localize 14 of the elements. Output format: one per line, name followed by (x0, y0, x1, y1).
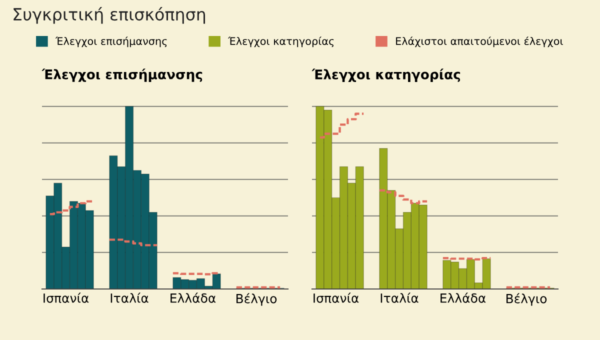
chart-title: Έλεγχοι επισήμανσης (42, 68, 202, 82)
legend-label: Έλεγχοι επισήμανσης (55, 36, 167, 48)
x-tick-label: Βέλγιο (506, 293, 547, 306)
x-tick-label: Ισπανία (44, 292, 89, 303)
x-tick-label: Ιταλία (110, 292, 148, 303)
x-tick-label: Ελλάδα (440, 292, 486, 303)
legend-label: Έλεγχοι κατηγορίας (228, 36, 334, 48)
x-tick-label: Ισπανία (314, 292, 359, 303)
text: Συγκριτική επισκόπηση (14, 7, 206, 24)
chart-title: Έλεγχοι κατηγορίας (312, 68, 460, 82)
legend-label: Ελάχιστοι απαιτούμενοι έλεγχοι (396, 36, 563, 48)
x-tick-label: Ελλάδα (170, 292, 216, 303)
x-tick-label: Ιταλία (380, 292, 418, 303)
x-tick-label: Βέλγιο (236, 293, 277, 306)
